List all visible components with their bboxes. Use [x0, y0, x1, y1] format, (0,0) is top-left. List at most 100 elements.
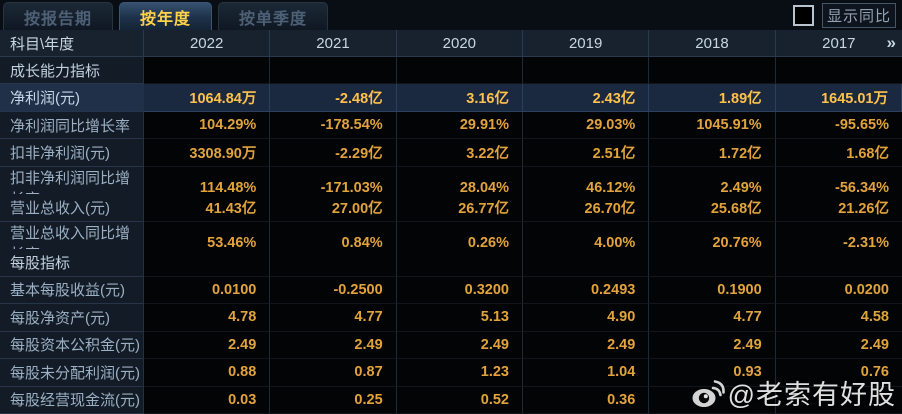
year-header-2019: 2019: [523, 30, 650, 57]
value-cell: -2.29亿: [270, 139, 397, 167]
row-label: 每股净资产(元): [0, 304, 144, 332]
value-cell: [270, 249, 397, 277]
show-yoy-button[interactable]: 显示同比: [822, 3, 896, 28]
value-cell: 41.43亿: [144, 194, 271, 222]
value-cell: 2.49: [649, 331, 776, 360]
tab-single-quarter[interactable]: 按单季度: [218, 2, 329, 30]
value-cell: -0.2500: [270, 276, 397, 305]
value-cell: 4.58: [775, 304, 902, 332]
value-cell: 0.93: [649, 359, 776, 387]
table-row[interactable]: 扣非净利润同比增长率114.48%-171.03%28.04%46.12%2.4…: [0, 166, 902, 210]
table-row[interactable]: 扣非净利润(元) 3308.90万 -2.29亿 3.22亿 2.51亿 1.72亿 1.6…: [0, 139, 902, 167]
table-row[interactable]: 净利润同比增长率 104.29% -178.54% 29.91% 29.03% 1045.…: [0, 111, 902, 140]
table-row[interactable]: 净利润(元) 1064.84万 -2.48亿 3.16亿 2.43亿 1.89亿 1645.…: [0, 84, 902, 112]
value-cell: 0.0200: [775, 276, 902, 305]
row-label: 每股经营现金流(元): [0, 386, 144, 414]
table-row[interactable]: 每股净资产(元) 4.78 4.77 5.13 4.90 4.77 4.58: [0, 304, 902, 332]
value-cell: [270, 57, 397, 85]
value-cell: [775, 57, 902, 85]
row-label: 每股指标: [0, 249, 144, 277]
value-cell: [649, 57, 776, 85]
value-cell: [649, 249, 776, 277]
year-header-2022: 2022: [144, 30, 271, 57]
value-cell: 3.22亿: [396, 139, 523, 167]
value-cell: [144, 57, 271, 85]
value-cell: 2.51亿: [523, 139, 650, 167]
value-cell: 2.49: [775, 331, 902, 360]
value-cell: -95.65%: [775, 111, 902, 140]
value-cell: 3.16亿: [396, 84, 523, 112]
value-cell: 104.29%: [144, 111, 271, 140]
value-cell: 1.23: [396, 359, 523, 387]
year-header-2017: 2017»: [775, 30, 902, 57]
row-label: 每股未分配利润(元): [0, 359, 144, 387]
value-cell: [396, 57, 523, 85]
value-cell: 25.68亿: [649, 194, 776, 222]
value-cell: 1045.91%: [649, 111, 776, 140]
table-row[interactable]: 每股经营现金流(元) 0.03 0.25 0.52 0.36: [0, 386, 902, 414]
value-cell: 0.3200: [396, 276, 523, 305]
value-cell: 0.88: [144, 359, 271, 387]
row-label: 每股资本公积金(元): [0, 331, 144, 360]
value-cell: 29.91%: [396, 111, 523, 140]
value-cell: [649, 386, 776, 414]
table-row[interactable]: 营业总收入同比增长率53.46%0.84%0.26%4.00%20.76%-2.…: [0, 221, 902, 265]
value-cell: 4.77: [649, 304, 776, 332]
value-cell: [523, 57, 650, 85]
value-cell: 2.49: [144, 331, 271, 360]
value-cell: 29.03%: [523, 111, 650, 140]
value-cell: 0.03: [144, 386, 271, 414]
value-cell: 1645.01万: [775, 84, 902, 112]
value-cell: 0.1900: [649, 276, 776, 305]
value-cell: 0.0100: [144, 276, 271, 305]
corner-header-cell: 科目\年度: [0, 30, 144, 57]
row-label: 净利润(元): [0, 84, 144, 112]
value-cell: [775, 386, 902, 414]
value-cell: [144, 249, 271, 277]
value-cell: 5.13: [396, 304, 523, 332]
value-cell: 27.00亿: [270, 194, 397, 222]
more-columns-icon[interactable]: »: [886, 33, 897, 52]
value-cell: 0.76: [775, 359, 902, 387]
value-cell: -178.54%: [270, 111, 397, 140]
year-header-2020: 2020: [396, 30, 523, 57]
section-row: 每股指标: [0, 249, 902, 277]
value-cell: 26.70亿: [523, 194, 650, 222]
value-cell: 1.72亿: [649, 139, 776, 167]
value-cell: 1.04: [523, 359, 650, 387]
value-cell: [775, 249, 902, 277]
year-header-2021: 2021: [270, 30, 397, 57]
section-row: 成长能力指标: [0, 57, 902, 85]
value-cell: 1.68亿: [775, 139, 902, 167]
table-row[interactable]: 基本每股收益(元) 0.0100 -0.2500 0.3200 0.2493 0.1900…: [0, 276, 902, 305]
tab-bar-tabs: 按报告期 按年度 按单季度: [0, 0, 329, 30]
value-cell: 4.77: [270, 304, 397, 332]
table-row[interactable]: 每股资本公积金(元) 2.49 2.49 2.49 2.49 2.49 2.49: [0, 331, 902, 360]
value-cell: [523, 249, 650, 277]
value-cell: 0.52: [396, 386, 523, 414]
tab-bar: 按报告期 按年度 按单季度 显示同比: [0, 0, 902, 30]
row-label: 净利润同比增长率: [0, 111, 144, 140]
value-cell: 0.2493: [523, 276, 650, 305]
value-cell: 2.49: [396, 331, 523, 360]
row-label: 基本每股收益(元): [0, 276, 144, 305]
tab-report-period[interactable]: 按报告期: [3, 2, 114, 30]
tab-annual[interactable]: 按年度: [119, 2, 213, 30]
value-cell: 2.49: [270, 331, 397, 360]
show-yoy-checkbox[interactable]: [793, 5, 814, 26]
year-header-2018: 2018: [649, 30, 776, 57]
value-cell: 2.43亿: [523, 84, 650, 112]
value-cell: 21.26亿: [775, 194, 902, 222]
row-label: 成长能力指标: [0, 57, 144, 85]
table-header-row: 科目\年度 2022 2021 2020 2019 2018 2017»: [0, 30, 902, 57]
table-row[interactable]: 每股未分配利润(元) 0.88 0.87 1.23 1.04 0.93 0.76: [0, 359, 902, 387]
yoy-controls: 显示同比: [793, 3, 902, 30]
value-cell: 4.90: [523, 304, 650, 332]
value-cell: -2.48亿: [270, 84, 397, 112]
row-label: 营业总收入(元): [0, 194, 144, 222]
table-row[interactable]: 营业总收入(元) 41.43亿 27.00亿 26.77亿 26.70亿 25.68亿 21…: [0, 194, 902, 222]
value-cell: 1064.84万: [144, 84, 271, 112]
financial-table: 科目\年度 2022 2021 2020 2019 2018 2017» 成长能力指标 净利…: [0, 30, 902, 414]
value-cell: [396, 249, 523, 277]
